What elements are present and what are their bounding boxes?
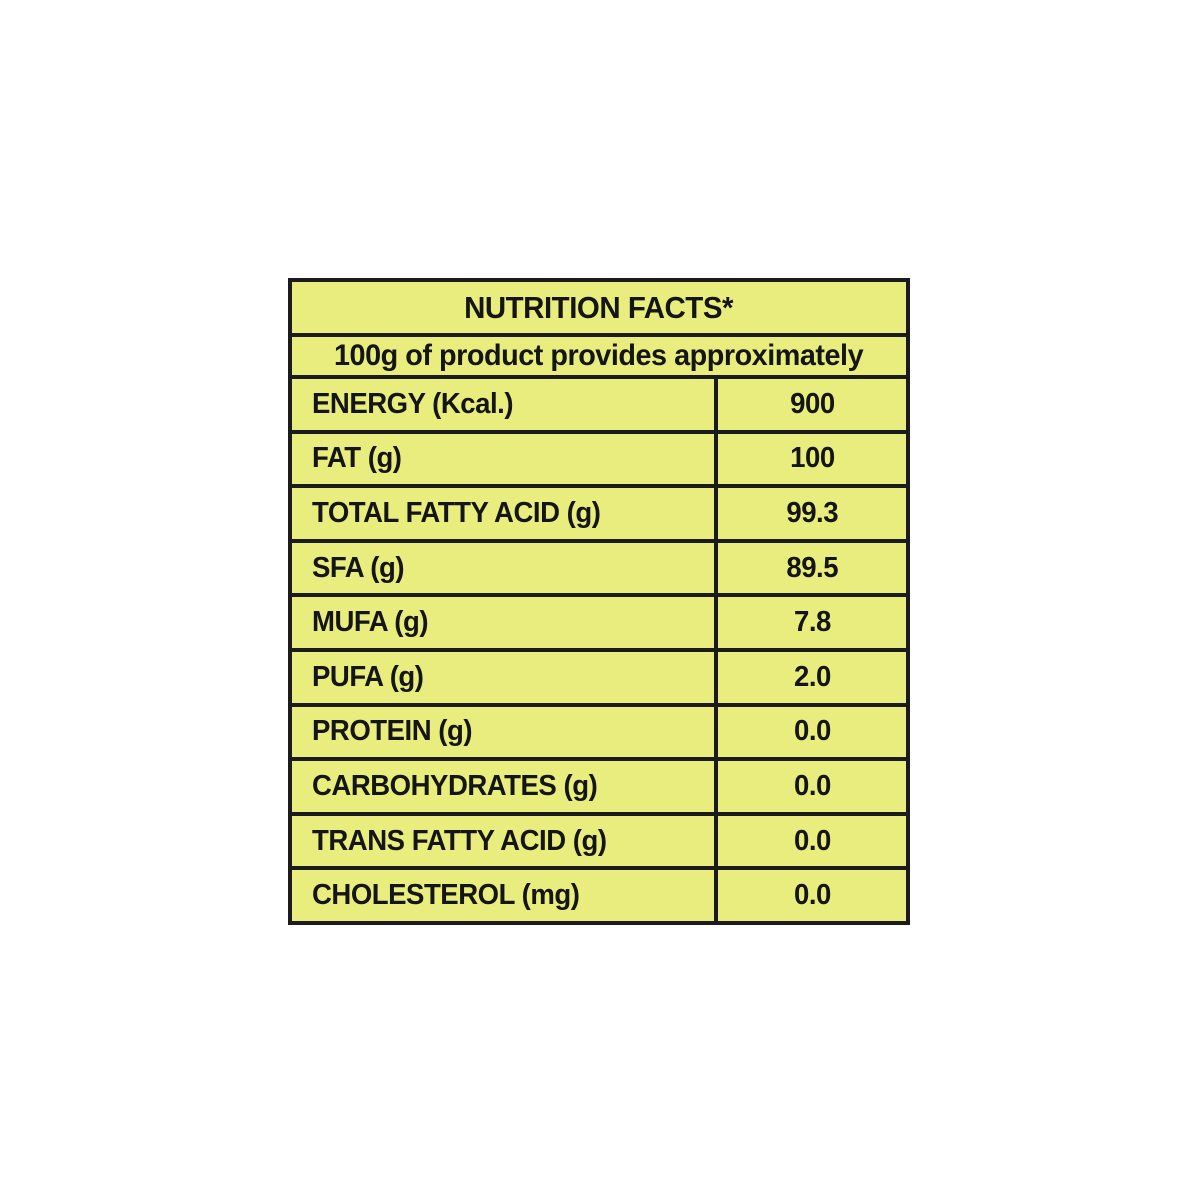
row-label: PUFA (g) (312, 660, 424, 693)
row-value-cell: 0.0 (714, 761, 906, 812)
row-value-cell: 99.3 (714, 488, 906, 539)
row-value: 7.8 (793, 606, 831, 639)
row-value: 99.3 (786, 496, 838, 529)
row-value-cell: 89.5 (714, 542, 906, 594)
row-label: MUFA (g) (312, 606, 429, 639)
table-row-trans-fatty-acid: TRANS FATTY ACID (g) 0.0 (292, 811, 906, 867)
row-label-cell: TOTAL FATTY ACID (g) (292, 488, 714, 539)
row-label: TOTAL FATTY ACID (g) (312, 496, 601, 529)
row-label-cell: SFA (g) (292, 543, 714, 594)
table-subtitle-row: 100g of product provides approximately (292, 333, 906, 375)
row-value-cell: 0.0 (714, 706, 906, 758)
row-value: 900 (789, 387, 835, 420)
table-row-energy: ENERGY (Kcal.) 900 (292, 375, 906, 430)
row-value: 0.0 (793, 715, 831, 748)
row-label-cell: TRANS FATTY ACID (g) (292, 816, 714, 867)
row-value: 89.5 (786, 551, 838, 584)
nutrition-facts-table: NUTRITION FACTS* 100g of product provide… (288, 278, 910, 925)
row-value-cell: 0.0 (714, 815, 906, 867)
row-label: ENERGY (Kcal.) (312, 387, 514, 420)
row-value-cell: 0.0 (714, 870, 906, 921)
row-value-cell: 2.0 (714, 651, 906, 703)
row-label: CHOLESTEROL (mg) (312, 879, 580, 912)
table-row-pufa: PUFA (g) 2.0 (292, 647, 906, 703)
table-title: NUTRITION FACTS* (464, 289, 734, 325)
row-value: 0.0 (793, 769, 831, 802)
table-row-protein: PROTEIN (g) 0.0 (292, 702, 906, 758)
table-row-carbohydrates: CARBOHYDRATES (g) 0.0 (292, 757, 906, 812)
row-label: SFA (g) (312, 551, 405, 584)
row-value: 0.0 (793, 879, 831, 912)
table-subtitle: 100g of product provides approximately (334, 339, 864, 372)
row-label: FAT (g) (312, 442, 402, 475)
row-label-cell: FAT (g) (292, 434, 714, 485)
row-label-cell: MUFA (g) (292, 597, 714, 648)
row-label: CARBOHYDRATES (g) (312, 769, 598, 802)
table-row-fat: FAT (g) 100 (292, 429, 906, 485)
row-label-cell: PUFA (g) (292, 652, 714, 703)
row-value: 2.0 (793, 660, 831, 693)
table-row-cholesterol: CHOLESTEROL (mg) 0.0 (292, 866, 906, 921)
row-value-cell: 100 (714, 433, 906, 485)
row-label-cell: ENERGY (Kcal.) (292, 379, 714, 430)
table-row-mufa: MUFA (g) 7.8 (292, 593, 906, 648)
table-title-row: NUTRITION FACTS* (292, 282, 906, 333)
table-row-sfa: SFA (g) 89.5 (292, 538, 906, 594)
row-value-cell: 900 (714, 379, 906, 430)
row-label: TRANS FATTY ACID (g) (312, 824, 607, 857)
row-value-cell: 7.8 (714, 597, 906, 648)
row-label-cell: CARBOHYDRATES (g) (292, 761, 714, 812)
table-row-total-fatty-acid: TOTAL FATTY ACID (g) 99.3 (292, 484, 906, 539)
row-value: 0.0 (793, 824, 831, 857)
row-value: 100 (789, 442, 835, 475)
row-label: PROTEIN (g) (312, 715, 473, 748)
row-label-cell: PROTEIN (g) (292, 707, 714, 758)
row-label-cell: CHOLESTEROL (mg) (292, 870, 714, 921)
